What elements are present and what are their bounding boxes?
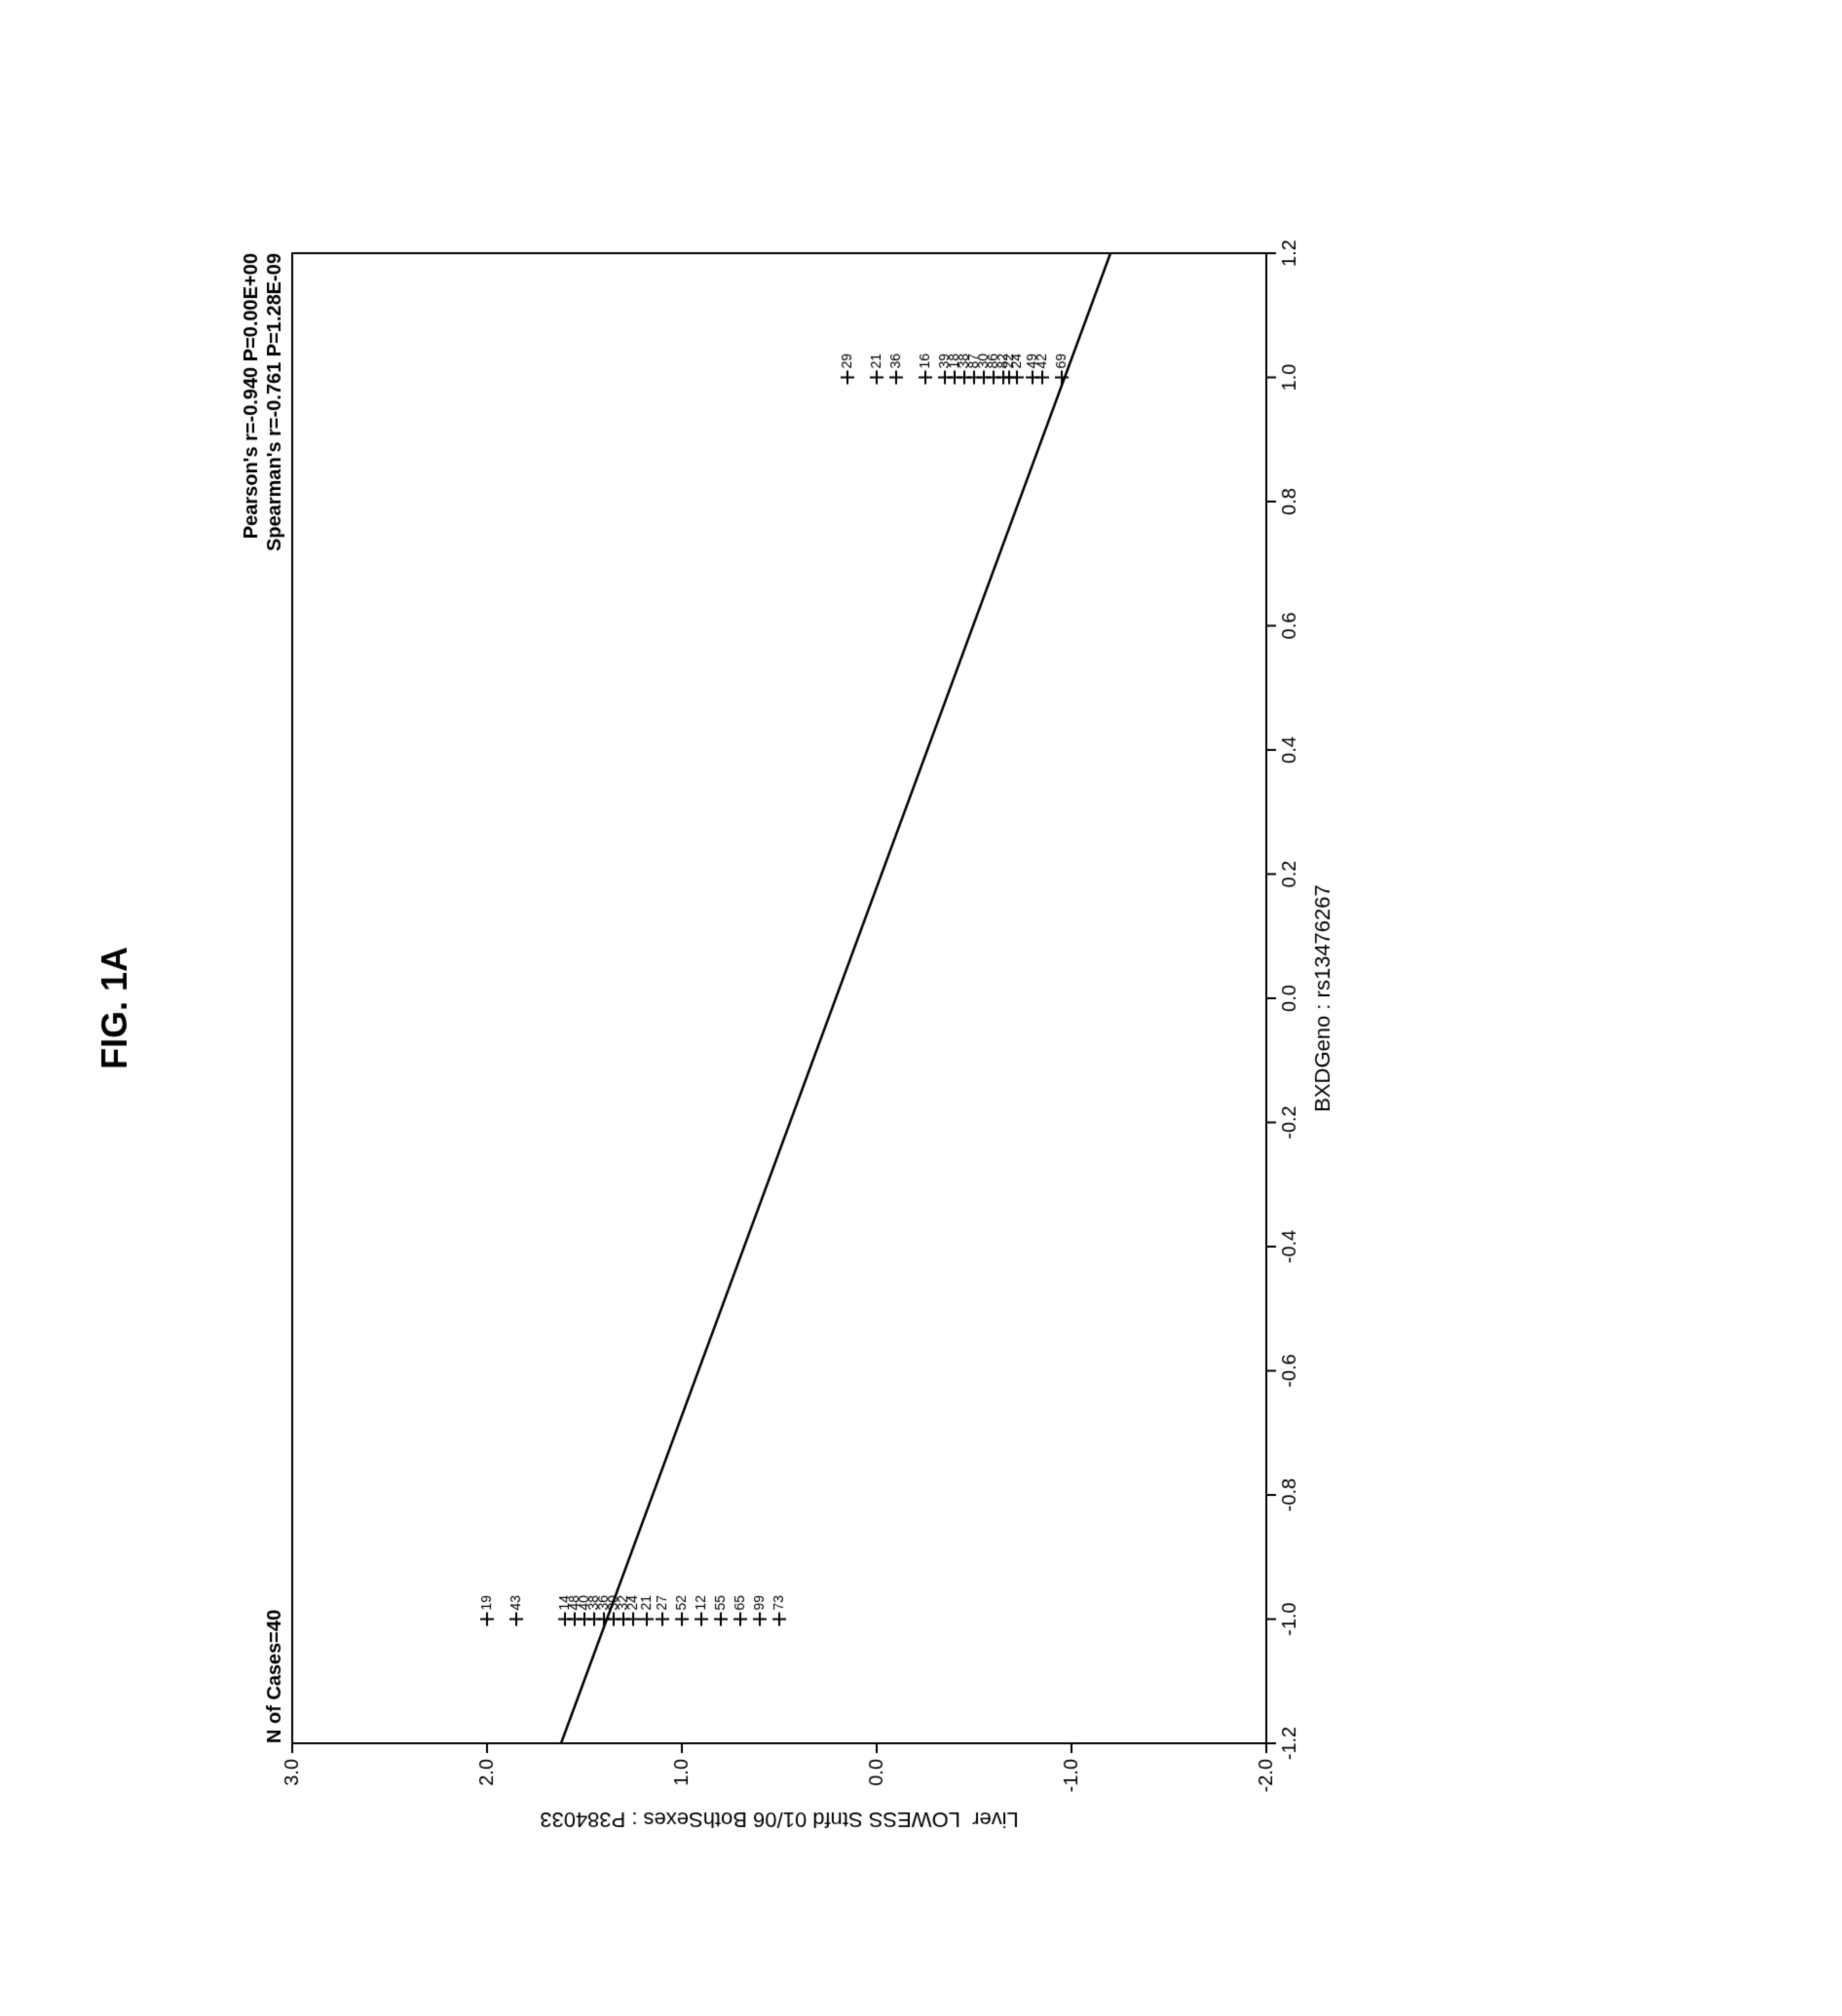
figure-canvas	[0, 0, 1842, 2016]
